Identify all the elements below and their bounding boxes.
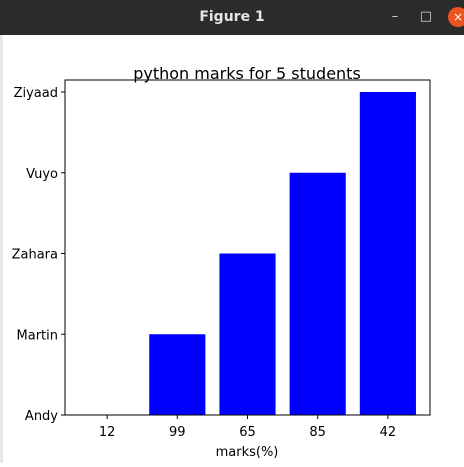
close-button[interactable]: × [448, 7, 464, 27]
y-tick-label: Zahara [12, 248, 58, 263]
bar-chart: python marks for 5 students 12 99 65 85 42 A… [12, 64, 431, 460]
bar-42 [359, 92, 416, 415]
bar-85 [289, 172, 346, 415]
window-titlebar: Figure 1 – □ × [0, 0, 464, 35]
x-tick-label: 12 [99, 425, 116, 440]
window-left-edge [0, 35, 3, 463]
y-tick-label: Vuyo [26, 167, 58, 182]
x-tick-label: 65 [239, 425, 256, 440]
window-title: Figure 1 [199, 9, 265, 25]
x-tick-label: 99 [169, 425, 186, 440]
y-tick-label: Martin [17, 328, 58, 343]
maximize-button[interactable]: □ [419, 9, 433, 24]
bar-65 [219, 253, 276, 415]
minimize-button[interactable]: – [391, 9, 399, 24]
chart-title: python marks for 5 students [133, 64, 361, 83]
figure-canvas: python marks for 5 students 12 99 65 85 42 A… [3, 35, 464, 463]
y-ticks: Andy Martin Zahara Vuyo Ziyaad [12, 86, 65, 424]
y-tick-label: Ziyaad [14, 86, 58, 101]
x-tick-label: 42 [380, 425, 397, 440]
x-axis-label: marks(%) [216, 445, 279, 460]
bar-99 [149, 334, 206, 415]
x-tick-label: 85 [309, 425, 326, 440]
y-tick-label: Andy [25, 409, 58, 424]
bars-group [149, 92, 416, 415]
x-ticks: 12 99 65 85 42 [99, 415, 396, 440]
